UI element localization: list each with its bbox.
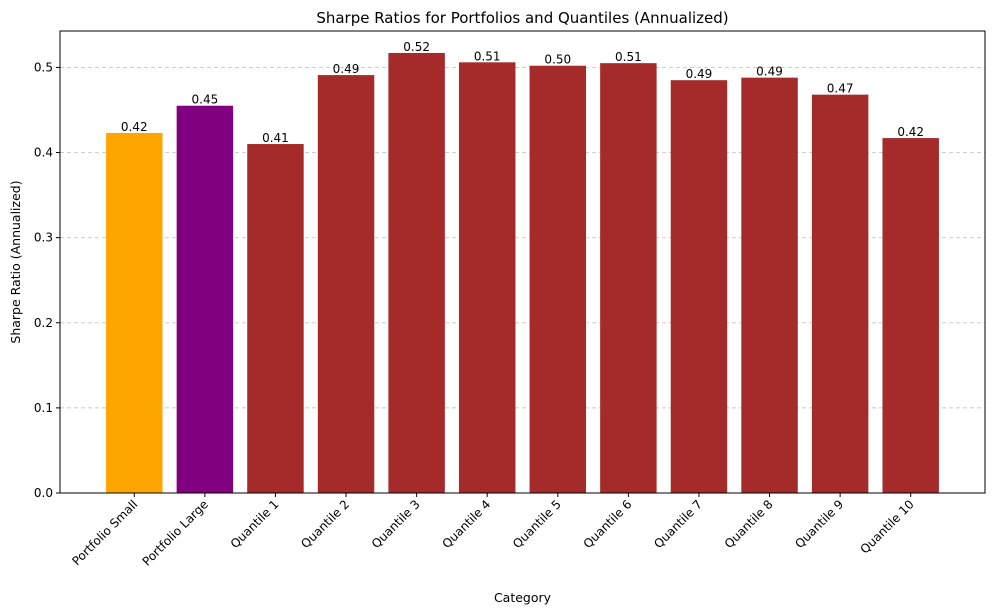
y-tick-label: 0.0 bbox=[34, 486, 53, 500]
bar bbox=[741, 77, 798, 494]
bar-value-label: 0.49 bbox=[686, 67, 713, 81]
x-tick-label: Portfolio Large bbox=[140, 497, 211, 568]
x-tick-label: Quantile 10 bbox=[858, 497, 917, 556]
bar-value-label: 0.41 bbox=[262, 131, 289, 145]
bar-value-label: 0.45 bbox=[192, 93, 219, 107]
bar bbox=[811, 94, 869, 493]
x-tick-label: Portfolio Small bbox=[69, 497, 140, 568]
x-tick-label: Quantile 6 bbox=[581, 497, 635, 551]
bar bbox=[176, 105, 234, 493]
y-tick-label: 0.1 bbox=[34, 401, 53, 415]
x-tick-label: Quantile 9 bbox=[792, 497, 846, 551]
x-tick-label: Quantile 8 bbox=[722, 497, 776, 551]
bar-value-label: 0.51 bbox=[474, 49, 501, 63]
plot-frame bbox=[59, 30, 986, 494]
x-axis: Portfolio Small Portfolio Large Quantile 1… bbox=[69, 493, 917, 569]
x-tick-label: Quantile 7 bbox=[651, 497, 705, 551]
y-tick-label: 0.5 bbox=[34, 60, 53, 74]
bar-value-label: 0.42 bbox=[121, 120, 148, 134]
data-labels: 0.42 0.45 0.41 0.49 0.52 0.51 0.50 0.51 0.49 0.49… bbox=[121, 40, 924, 145]
x-tick-label: Quantile 4 bbox=[439, 497, 493, 551]
bar bbox=[882, 138, 939, 494]
bar-value-label: 0.50 bbox=[544, 53, 571, 67]
bar-value-label: 0.49 bbox=[756, 65, 783, 79]
bar-value-label: 0.47 bbox=[827, 82, 854, 96]
bar bbox=[388, 52, 445, 493]
bar bbox=[106, 132, 163, 493]
bar bbox=[670, 80, 728, 494]
x-tick-label: Quantile 1 bbox=[228, 497, 282, 551]
x-tick-label: Quantile 2 bbox=[298, 497, 352, 551]
y-tick-label: 0.3 bbox=[34, 231, 53, 245]
x-tick-label: Quantile 3 bbox=[369, 497, 423, 551]
bar-value-label: 0.51 bbox=[615, 50, 642, 64]
y-tick-label: 0.4 bbox=[34, 146, 53, 160]
bar bbox=[600, 63, 657, 493]
bars bbox=[106, 52, 939, 494]
bar-value-label: 0.49 bbox=[333, 62, 360, 76]
x-tick-label: Quantile 5 bbox=[510, 497, 564, 551]
bar-value-label: 0.42 bbox=[897, 125, 924, 139]
y-axis: 0.0 0.1 0.2 0.3 0.4 0.5 bbox=[34, 60, 60, 500]
bar-value-label: 0.52 bbox=[403, 40, 430, 54]
y-axis-title: Sharpe Ratio (Annualized) bbox=[8, 180, 23, 343]
x-axis-title: Category bbox=[494, 590, 552, 605]
bar bbox=[529, 65, 587, 494]
bar bbox=[317, 75, 375, 493]
chart-title: Sharpe Ratios for Portfolios and Quantil… bbox=[316, 9, 728, 27]
bar bbox=[458, 62, 516, 494]
y-tick-label: 0.2 bbox=[34, 316, 53, 330]
bar bbox=[247, 144, 304, 494]
